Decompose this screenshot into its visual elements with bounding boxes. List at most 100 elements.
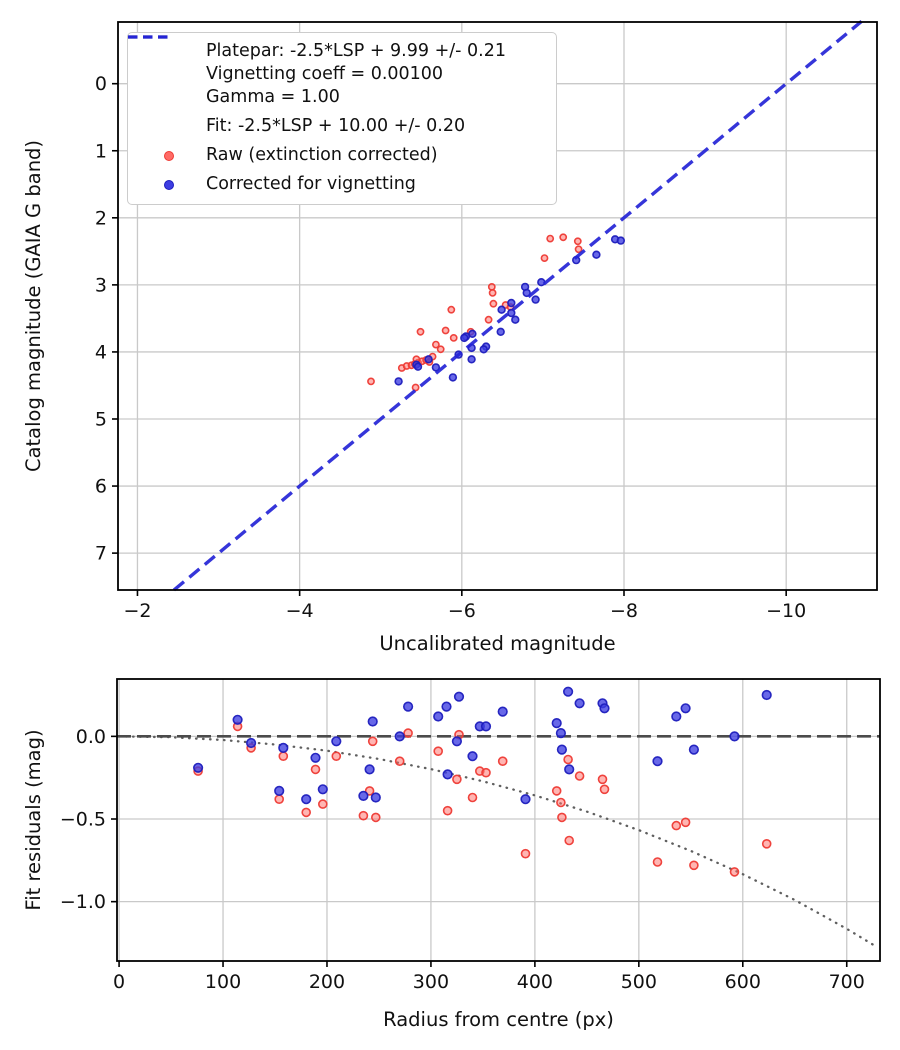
y-tick-label: −1.0 [60, 891, 106, 913]
x-tick-label: 500 [621, 971, 657, 993]
raw-point [564, 835, 575, 846]
corrected-point [301, 794, 312, 805]
raw-point [574, 771, 585, 781]
x-axis-label: Uncalibrated magnitude [379, 632, 615, 655]
legend-raw-label: Raw (extinction corrected) [206, 145, 438, 165]
y-tick-label: 4 [95, 341, 107, 363]
corrected-point [729, 731, 740, 742]
corrected-point [310, 752, 321, 763]
corrected-point [531, 295, 540, 304]
raw-point [442, 805, 453, 816]
corrected-point [761, 689, 772, 701]
corrected-point [370, 792, 381, 803]
raw-point [497, 756, 508, 767]
corrected-point [460, 333, 469, 343]
legend-entry-platepar: Platepar: -2.5*LSP + 9.99 +/- 0.21 Vigne… [128, 35, 544, 109]
legend: Platepar: -2.5*LSP + 9.99 +/- 0.21 Vigne… [127, 32, 557, 205]
y-tick-label: −0.5 [60, 809, 106, 831]
y-tick-label: 0 [95, 73, 107, 95]
corrected-point [480, 721, 492, 732]
corrected-point [364, 764, 375, 775]
raw-point [573, 237, 582, 246]
x-tick-label: −8 [610, 600, 638, 622]
raw-point [411, 383, 420, 392]
raw-point [433, 746, 444, 757]
legend-platepar-line3: Gamma = 1.00 [206, 87, 340, 107]
legend-entry-fit: Fit: -2.5*LSP + 10.00 +/- 0.20 [128, 35, 544, 138]
raw-point [599, 784, 610, 795]
x-tick-label: 700 [829, 971, 865, 993]
legend-fit-label: Fit: -2.5*LSP + 10.00 +/- 0.20 [206, 116, 466, 136]
corrected-point [556, 744, 568, 755]
raw-point [546, 234, 555, 243]
x-tick-label: 600 [725, 971, 761, 993]
legend-entry-raw: Raw (extinction corrected) [140, 144, 544, 167]
corrected-point [680, 703, 691, 714]
legend-platepar-line2: Vignetting coeff = 0.00100 [206, 64, 444, 84]
corrected-point [522, 288, 531, 298]
corrected-point [358, 790, 369, 802]
corrected-point [564, 764, 575, 775]
raw-point [563, 754, 573, 765]
legend-entry-corrected: Corrected for vignetting [140, 173, 544, 196]
corrected-point [511, 315, 520, 324]
x-axis-label: Radius from centre (px) [383, 1008, 614, 1031]
corrected-point [367, 716, 378, 727]
legend-corrected-label: Corrected for vignetting [206, 174, 416, 194]
raw-point [520, 848, 531, 859]
corrected-point [424, 355, 433, 364]
corrected-point [433, 711, 444, 722]
raw-point [557, 812, 567, 823]
x-tick-label: 200 [309, 971, 345, 993]
corrected-point [453, 691, 465, 702]
x-tick-label: −10 [766, 600, 806, 622]
corrected-point [403, 701, 414, 712]
x-tick-label: −4 [286, 600, 314, 622]
raw-point [540, 254, 549, 262]
raw-point [394, 756, 405, 767]
y-tick-label: 3 [95, 274, 107, 296]
corrected-point [442, 769, 453, 780]
corrected-point [394, 377, 403, 386]
corrected-point [497, 305, 506, 314]
raw-point [489, 299, 498, 308]
corrected-point [278, 742, 289, 754]
raw-point [367, 736, 378, 747]
corrected-point [688, 744, 700, 755]
corrected-point [394, 731, 405, 742]
raw-point [559, 233, 568, 242]
y-tick-label: 0.0 [76, 726, 106, 748]
vignetting-model-curve [117, 735, 880, 949]
raw-point [367, 377, 375, 386]
corrected-point [431, 363, 441, 372]
raw-point [467, 792, 478, 803]
corrected-point [507, 298, 516, 308]
corrected-point [451, 736, 463, 747]
raw-point [761, 838, 772, 849]
corrected-point [479, 345, 488, 354]
corrected-point [555, 727, 567, 739]
y-axis-label: Fit residuals (mag) [22, 729, 45, 910]
corrected-point [616, 236, 625, 245]
raw-point [452, 774, 462, 785]
raw-point [680, 817, 691, 828]
raw-point [358, 810, 369, 821]
raw-point [447, 305, 456, 314]
x-tick-label: 100 [205, 971, 241, 993]
raw-point [441, 326, 450, 335]
y-tick-label: 5 [95, 408, 107, 430]
x-tick-label: 0 [113, 971, 125, 993]
legend-platepar-line1: Platepar: -2.5*LSP + 9.99 +/- 0.21 [206, 41, 506, 61]
raw-point [301, 807, 312, 818]
y-tick-label: 1 [95, 140, 107, 162]
magnitude-fit-line [172, 20, 863, 592]
raw-point [310, 764, 321, 775]
corrected-point [652, 756, 663, 767]
corrected-point [551, 717, 562, 729]
y-tick-label: 7 [95, 543, 107, 565]
raw-point [449, 333, 458, 342]
corrected-point [193, 762, 204, 773]
raw-point [488, 288, 497, 297]
axes-frame [117, 21, 878, 591]
